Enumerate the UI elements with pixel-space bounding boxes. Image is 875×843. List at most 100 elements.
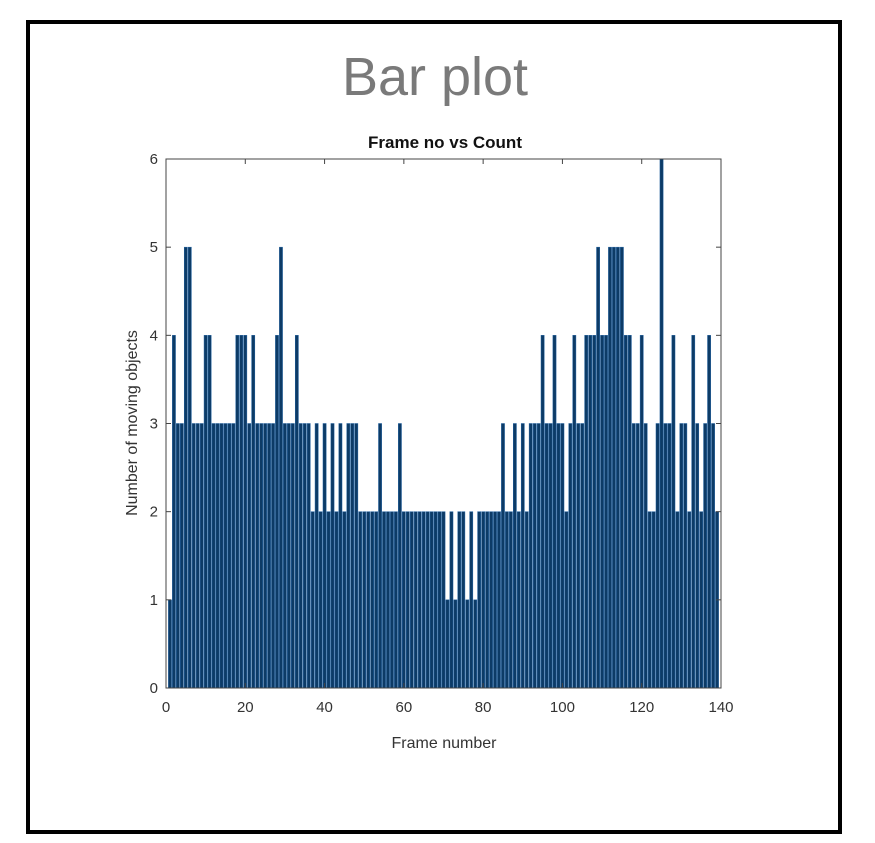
bar [699,511,704,689]
bar [473,599,478,689]
y-tick-label: 5 [150,239,158,256]
bar [251,335,256,689]
bar [199,423,204,689]
bar [306,423,311,689]
bar [294,335,299,689]
bar [683,423,688,689]
bar [219,423,224,689]
bar [453,599,458,689]
bar [287,423,291,689]
bar [616,246,620,689]
bar [267,423,271,689]
bar [469,511,474,689]
bar [651,511,656,689]
x-tick-label: 60 [396,699,413,716]
bar [620,246,624,689]
bar [413,511,418,689]
bar [310,511,315,689]
page-heading: Bar plot [341,47,529,107]
y-axis-label: Number of moving objects [124,330,141,516]
bar [263,423,267,689]
bar [433,511,438,689]
x-tick-label: 40 [316,699,333,716]
bar [405,511,410,689]
bar [215,423,220,689]
bar [302,423,307,689]
bar [279,246,283,689]
bar [441,511,446,689]
bar [627,335,632,689]
bar [540,335,545,689]
bar [382,511,386,689]
bar [608,246,612,689]
bar [298,423,303,689]
bar [437,511,442,689]
bar [707,335,711,689]
bar [643,423,648,689]
bar [291,423,295,689]
bar [505,511,509,689]
bar [374,511,378,689]
bar [417,511,422,689]
bar [679,423,684,689]
bar [195,423,200,689]
bar [390,511,394,689]
bar [172,335,176,689]
bar [624,335,628,689]
bar [322,423,327,689]
bar [402,511,406,689]
bar [516,511,521,689]
bar [675,511,680,689]
bar [556,423,561,689]
bar [243,335,248,689]
bar [600,335,604,689]
bar [370,511,374,689]
bar [180,423,184,689]
bar [425,511,430,689]
bar [703,423,707,689]
bar [449,511,454,689]
bar [687,511,692,689]
bar [338,423,343,689]
bar [168,599,172,689]
bar [592,335,596,689]
bar [398,423,402,689]
bar [283,423,287,689]
bar [711,423,715,689]
bar [457,511,462,689]
bar [330,423,335,689]
bar [580,423,585,689]
bar [465,599,470,689]
bar [663,423,668,689]
bar [342,511,347,689]
y-ticks: 0 1 2 3 4 5 6 [150,151,721,697]
x-tick-label: 0 [162,699,170,716]
bar [271,423,275,689]
bar [334,511,339,689]
bar [604,335,608,689]
y-tick-label: 4 [150,327,158,344]
bar [231,423,236,689]
y-tick-label: 2 [150,504,158,521]
bar [477,511,482,689]
bar [671,335,676,689]
bar [548,423,553,689]
bar [421,511,426,689]
bar [532,423,537,689]
bar [235,335,240,689]
bar [378,423,382,689]
bar [588,335,593,689]
bar [350,423,355,689]
bar [552,335,557,689]
bar [568,423,573,689]
bar [362,511,367,689]
x-tick-label: 120 [629,699,654,716]
bar [207,335,212,689]
bar [509,511,513,689]
bar [501,423,505,689]
bar [513,423,517,689]
bar [255,423,260,689]
bar [394,511,398,689]
y-tick-label: 0 [150,680,158,697]
x-axis-label: Frame number [392,735,498,752]
